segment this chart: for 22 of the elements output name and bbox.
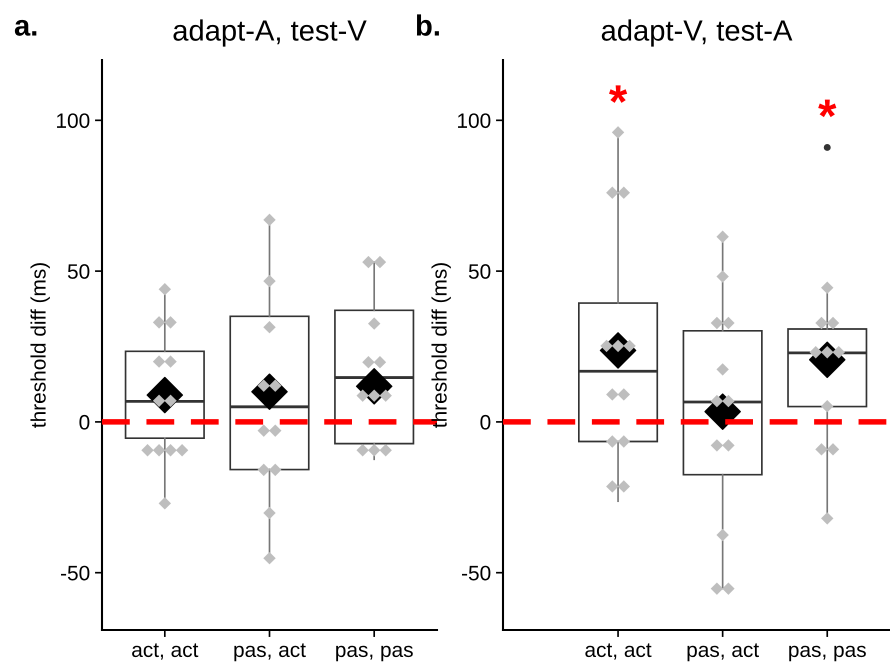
- text: b.: [416, 14, 439, 36]
- chart-title: adapt-A, test-V: [173, 19, 367, 47]
- y-axis-title: threshold diff (ms): [431, 263, 451, 428]
- annotation: *: [818, 100, 836, 118]
- y-tick-label: 100: [458, 113, 490, 128]
- annotation: *: [609, 85, 628, 103]
- y-tick-label: -50: [61, 566, 90, 580]
- x-tick-label: act, act: [132, 643, 198, 660]
- text: a.: [14, 20, 36, 36]
- y-tick-label: 0: [480, 414, 490, 430]
- x-tick-label: pas, pas: [336, 646, 413, 662]
- chart-title: adapt-V, test-A: [602, 19, 792, 47]
- y-tick-label: -50: [462, 566, 490, 580]
- x-tick-label: pas, act: [688, 643, 759, 662]
- y-tick-label: 100: [57, 113, 90, 128]
- x-tick-label: pas, act: [234, 643, 306, 662]
- y-tick-label: 50: [68, 264, 90, 279]
- x-tick-label: act, act: [585, 643, 652, 660]
- y-axis-title: threshold diff (ms): [30, 263, 50, 428]
- y-tick-label: 50: [468, 264, 490, 279]
- x-tick-label: pas, pas: [789, 646, 866, 662]
- y-tick-label: 0: [79, 414, 90, 430]
